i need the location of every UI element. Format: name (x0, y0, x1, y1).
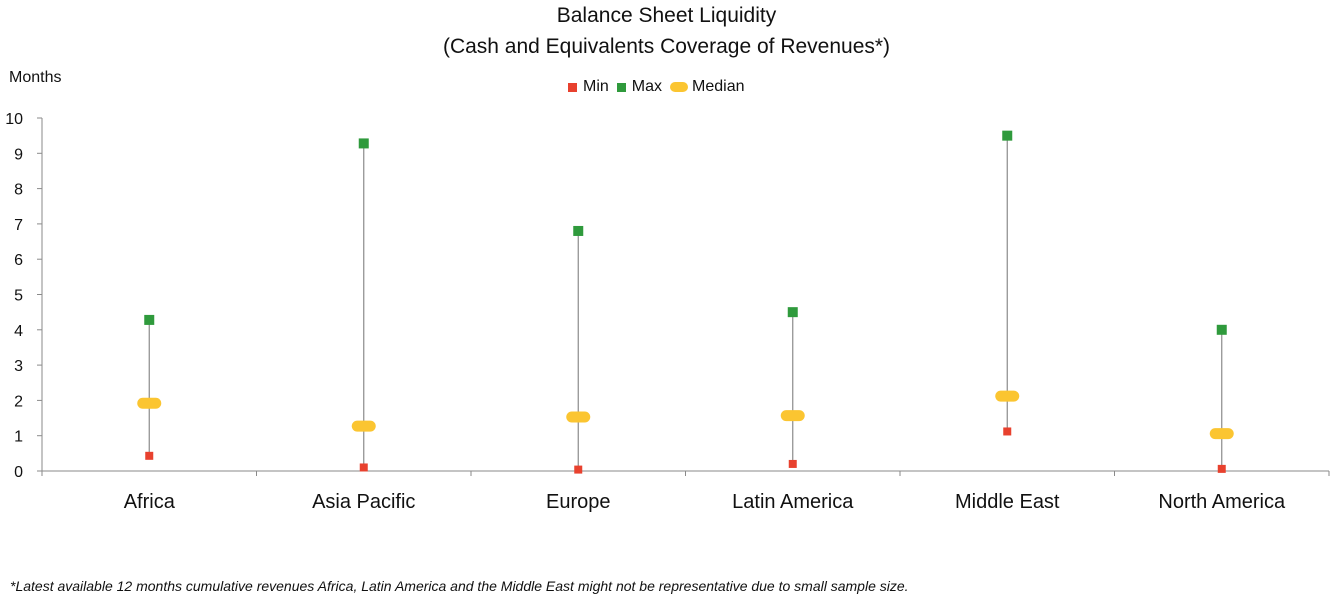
max-marker (358, 138, 369, 149)
y-tick-label: 0 (14, 464, 23, 481)
y-tick-label: 3 (14, 358, 23, 375)
median-marker (995, 390, 1020, 402)
x-tick-label: Europe (546, 491, 611, 513)
x-tick-label: Middle East (955, 491, 1060, 513)
footnote: *Latest available 12 months cumulative r… (10, 578, 909, 594)
min-marker (574, 465, 583, 474)
x-tick-label: Africa (124, 491, 176, 513)
legend-item-median: Median (670, 78, 745, 96)
x-tick-label: Latin America (732, 491, 854, 513)
y-tick-label: 7 (14, 217, 23, 234)
y-tick-label: 2 (14, 393, 23, 410)
legend: Min Max Median (568, 78, 753, 96)
y-tick-label: 1 (14, 429, 23, 446)
legend-swatch-median (670, 82, 689, 92)
max-marker (144, 314, 155, 325)
y-tick-label: 9 (14, 146, 23, 163)
legend-label-max: Max (631, 78, 663, 95)
median-marker (137, 397, 162, 409)
max-marker (1216, 324, 1227, 335)
min-marker (359, 463, 368, 472)
median-marker (780, 410, 805, 422)
y-tick-label: 5 (14, 288, 23, 305)
legend-label-median: Median (692, 78, 745, 95)
x-tick-label: Asia Pacific (312, 491, 415, 513)
legend-swatch-max (616, 82, 626, 92)
x-tick-label: North America (1158, 491, 1286, 513)
min-marker (1003, 427, 1012, 436)
y-axis-label: Months (9, 69, 62, 86)
legend-item-max: Max (616, 78, 663, 96)
min-marker (788, 459, 797, 468)
max-marker (787, 307, 798, 318)
legend-swatch-min (568, 82, 577, 92)
y-tick-label: 10 (5, 111, 23, 128)
max-marker (573, 225, 584, 236)
min-marker (1217, 464, 1226, 473)
chart-subtitle: (Cash and Equivalents Coverage of Revenu… (442, 35, 891, 58)
y-tick-label: 8 (14, 182, 23, 199)
chart-title: Balance Sheet Liquidity (556, 4, 777, 27)
y-tick-label: 4 (14, 323, 23, 340)
y-tick-label: 6 (14, 252, 23, 269)
max-marker (1002, 130, 1013, 141)
median-marker (566, 411, 591, 423)
median-marker (1209, 428, 1234, 440)
median-marker (351, 420, 376, 432)
legend-item-min: Min (568, 78, 609, 96)
legend-label-min: Min (583, 78, 609, 95)
min-marker (145, 451, 154, 460)
